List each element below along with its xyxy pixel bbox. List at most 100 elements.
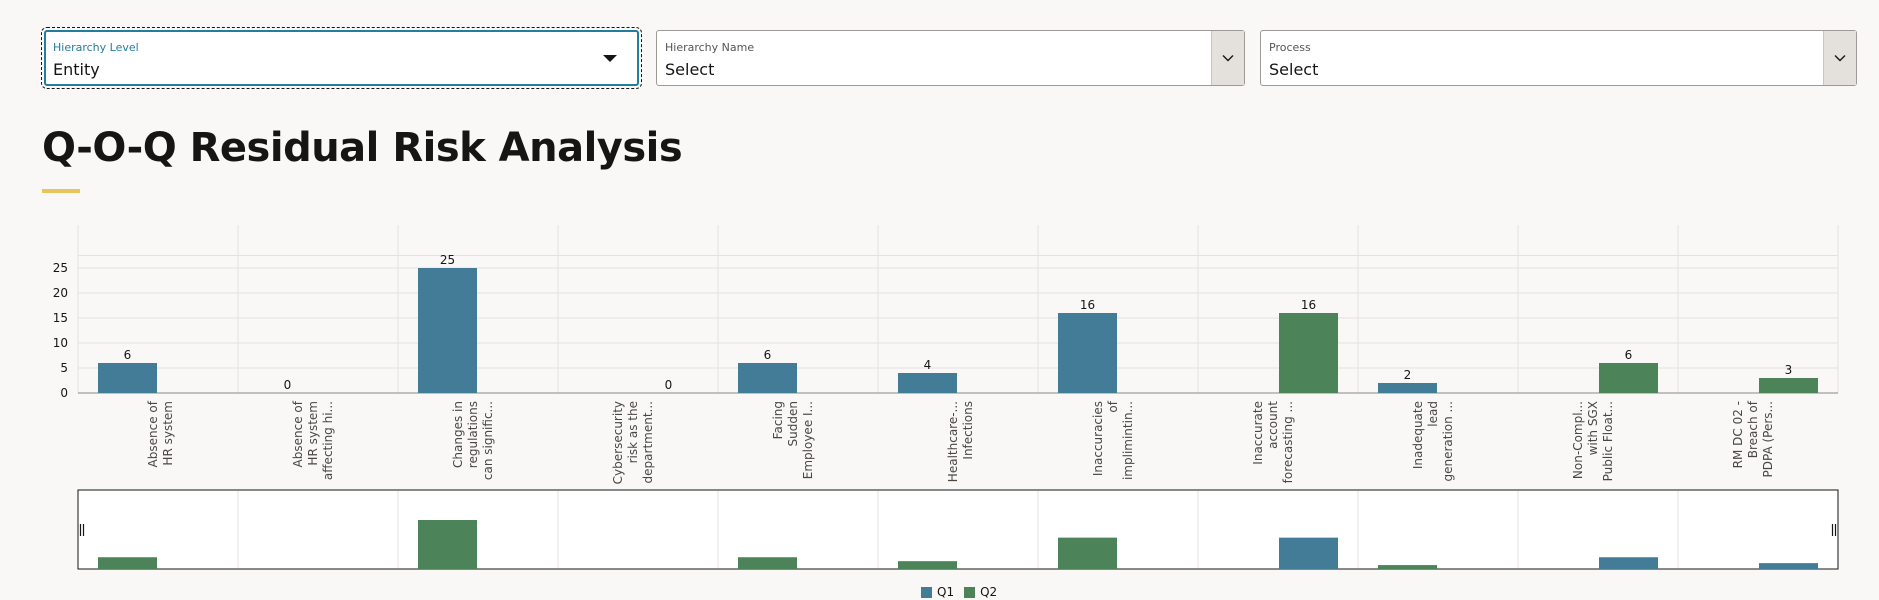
bar-q1 — [898, 373, 957, 393]
y-tick-label: 5 — [60, 361, 68, 375]
x-tick-label-line: implimintin... — [1121, 401, 1135, 480]
x-tick-label-line: Absence of — [146, 400, 160, 467]
overview-bar — [738, 557, 797, 569]
page-title: Q-O-Q Residual Risk Analysis — [42, 125, 683, 171]
data-label-q1: 2 — [1404, 368, 1412, 382]
x-tick-label-line: Non-Compl... — [1571, 401, 1585, 479]
legend-item-q2[interactable]: Q2 — [964, 585, 997, 599]
x-tick-label: Changes in regulations can signific... — [451, 401, 495, 480]
overview-bar — [898, 561, 957, 569]
bar-q2 — [1599, 363, 1658, 393]
x-tick-label: Cybersecurity risk as the department... — [611, 401, 655, 484]
data-label-q2: 6 — [1625, 348, 1633, 362]
overview-bar — [418, 520, 477, 569]
hierarchy-level-value: Entity — [53, 60, 100, 79]
x-tick-label-line: regulations — [466, 401, 480, 468]
data-label-q1: 25 — [440, 253, 455, 267]
x-tick-label-line: Absence of — [291, 400, 305, 467]
bar-q2 — [1279, 313, 1338, 393]
x-tick-label: Facing Sudden Employee I... — [771, 401, 815, 479]
x-tick-label-line: Changes in — [451, 401, 465, 468]
overview-bar — [1599, 557, 1658, 569]
x-tick-label-line: Cybersecurity — [611, 401, 625, 484]
hierarchy-level-select[interactable]: Hierarchy Level Entity — [41, 27, 642, 89]
y-tick-label: 20 — [53, 286, 68, 300]
overview-bar — [1378, 565, 1437, 569]
x-tick-label-line: can signific... — [481, 401, 495, 480]
overview-bar — [1759, 563, 1818, 569]
x-tick-label-line: Facing — [771, 401, 785, 439]
process-label: Process — [1269, 41, 1311, 54]
bar-q2 — [1759, 378, 1818, 393]
x-tick-label-line: forecasting ... — [1281, 401, 1295, 483]
legend-label-q1: Q1 — [937, 585, 955, 599]
x-tick-label-line: Employee I... — [801, 401, 815, 479]
legend-swatch-q1 — [921, 586, 932, 598]
x-tick-label-line: generation ... — [1441, 401, 1455, 482]
legend-label-q2: Q2 — [980, 585, 998, 599]
bar-q1 — [1058, 313, 1117, 393]
data-label-q1: 0 — [284, 378, 292, 392]
x-tick-label-line: PDPA (Pers... — [1761, 401, 1775, 477]
y-tick-label: 10 — [53, 336, 68, 350]
x-tick-label-line: Inaccurate — [1251, 401, 1265, 465]
x-tick-label-line: HR system — [306, 401, 320, 466]
legend-swatch-q2 — [964, 586, 976, 598]
data-label-q1: 4 — [924, 358, 932, 372]
x-tick-label-line: risk as the — [626, 401, 640, 463]
x-tick-label: Inadequate lead generation ... — [1411, 401, 1455, 482]
x-tick-label-line: Public Float... — [1601, 401, 1615, 481]
hierarchy-name-value: Select — [665, 60, 715, 79]
data-label-q1: 16 — [1080, 298, 1095, 312]
y-tick-label: 0 — [60, 386, 68, 400]
overview-panel — [77, 489, 1839, 570]
x-tick-label: RM DC 02 - Breach of PDPA (Pers... — [1731, 400, 1775, 477]
x-tick-label-line: with SGX — [1586, 401, 1600, 455]
x-tick-label-line: HR system — [161, 401, 175, 466]
bar-q1 — [738, 363, 797, 393]
bar-q1 — [98, 363, 157, 393]
hierarchy-name-label: Hierarchy Name — [665, 41, 755, 54]
range-handle-left[interactable] — [79, 524, 85, 536]
process-dropdown-button[interactable] — [1823, 31, 1856, 85]
process-select[interactable]: Process Select — [1260, 30, 1857, 86]
x-tick-label-line: Inaccuracies — [1091, 401, 1105, 476]
x-tick-label-line: department... — [641, 401, 655, 483]
data-label-q2: 0 — [665, 378, 673, 392]
chevron-down-icon — [1222, 55, 1234, 62]
process-value: Select — [1269, 60, 1319, 79]
hierarchy-name-select[interactable]: Hierarchy Name Select — [656, 30, 1245, 86]
hierarchy-level-label: Hierarchy Level — [53, 41, 139, 54]
caret-down-icon[interactable] — [603, 55, 617, 62]
bar-q1 — [1378, 383, 1437, 393]
x-tick-label-line: of — [1106, 400, 1120, 412]
data-label-q1: 6 — [764, 348, 772, 362]
x-tick-label-line: lead — [1426, 401, 1440, 427]
data-label-q1: 6 — [124, 348, 132, 362]
x-tick-label-line: account — [1266, 401, 1280, 449]
x-tick-label-line: RM DC 02 - — [1731, 401, 1745, 468]
title-underline — [42, 189, 80, 193]
x-tick-label: Absence of HR system affecting hi... — [291, 400, 335, 480]
y-tick-label: 25 — [53, 261, 68, 275]
range-handle-right[interactable] — [1831, 524, 1837, 536]
bar-q1 — [418, 268, 477, 393]
x-tick-label: Healthcare-... Infections — [946, 401, 975, 482]
x-tick-label: Absence of HR system — [146, 400, 175, 467]
x-tick-label-line: Inadequate — [1411, 401, 1425, 469]
hierarchy-name-dropdown-button[interactable] — [1211, 31, 1244, 85]
x-tick-label-line: Infections — [961, 401, 975, 460]
x-tick-label-line: affecting hi... — [321, 401, 335, 480]
chart-legend: Q1 Q2 — [921, 585, 997, 599]
overview-bar — [1279, 537, 1338, 569]
data-label-q2: 16 — [1301, 298, 1316, 312]
chevron-down-icon — [1834, 55, 1846, 62]
x-tick-label: Inaccurate account forecasting ... — [1251, 401, 1295, 484]
x-tick-label: Inaccuracies of implimintin... — [1091, 400, 1135, 480]
x-tick-label: Non-Compl... with SGX Public Float... — [1571, 401, 1615, 481]
legend-item-q1[interactable]: Q1 — [921, 585, 954, 599]
x-tick-label-line: Breach of — [1746, 400, 1760, 458]
x-tick-label-line: Healthcare-... — [946, 401, 960, 482]
overview-bar — [98, 557, 157, 569]
